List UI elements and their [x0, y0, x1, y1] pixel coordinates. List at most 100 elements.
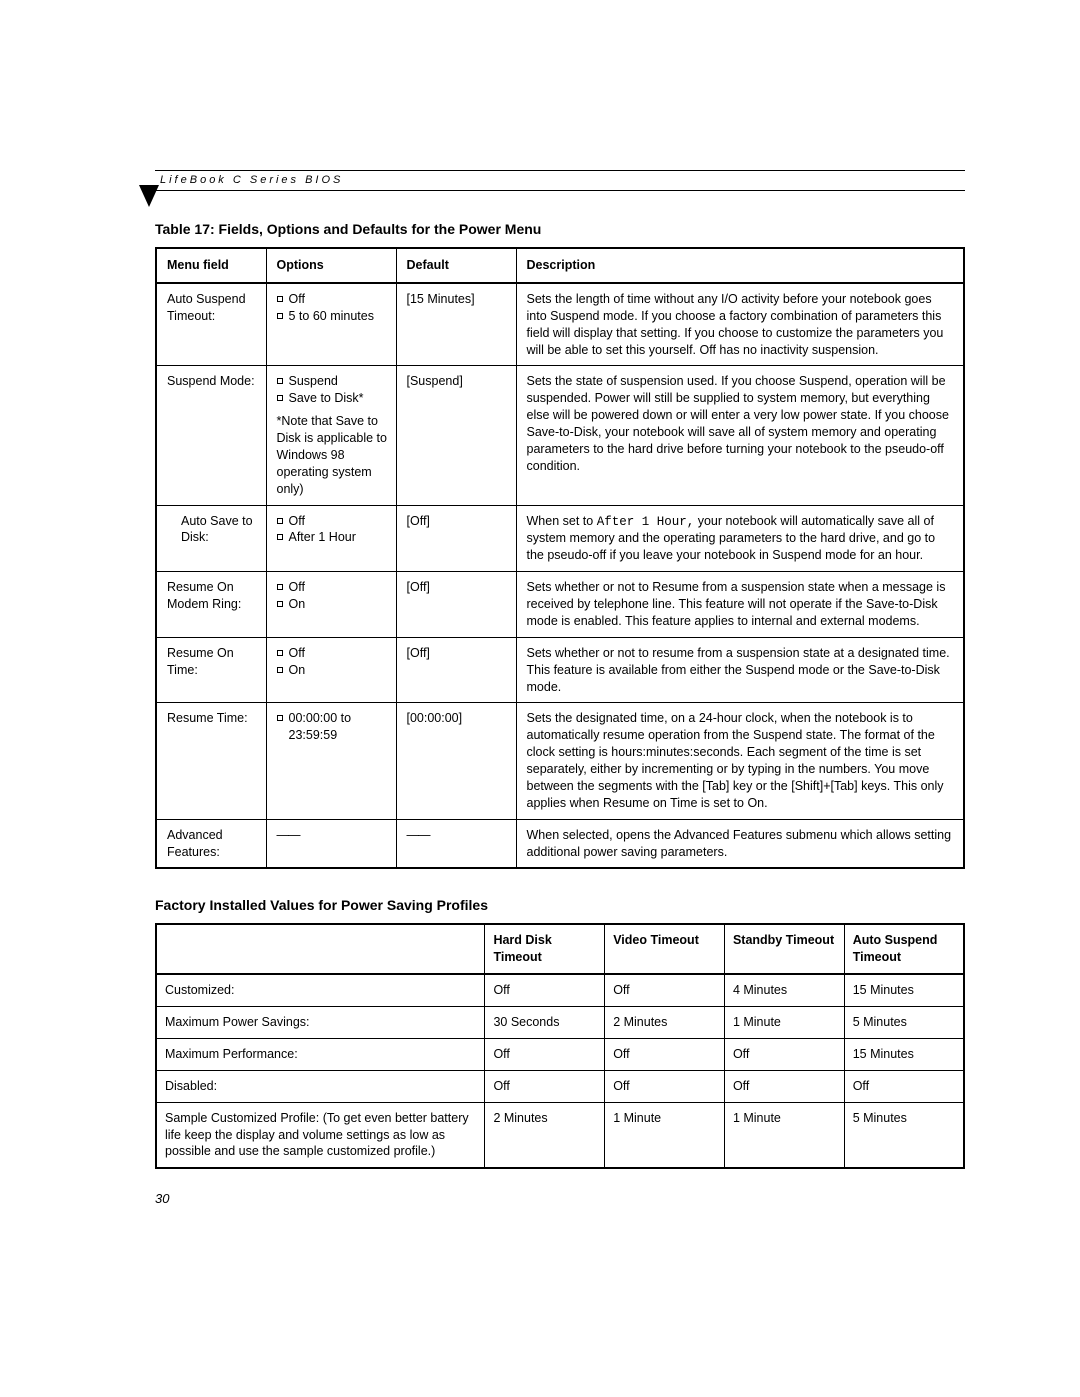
- table-row: Resume On Modem Ring: Off On [Off] Sets …: [156, 572, 964, 638]
- option-item: 00:00:00 to 23:59:59: [277, 710, 388, 744]
- th-options: Options: [266, 248, 396, 283]
- table-row: Auto Suspend Timeout: Off 5 to 60 minute…: [156, 283, 964, 366]
- option-item: On: [277, 596, 388, 613]
- cell-options: Off 5 to 60 minutes: [266, 283, 396, 366]
- cell-value: Off: [605, 974, 725, 1006]
- cell-value: 2 Minutes: [605, 1007, 725, 1039]
- header-rule-top: [155, 170, 965, 171]
- dash-icon: ——: [407, 828, 430, 842]
- cell-field: Auto Save to Disk:: [156, 505, 266, 572]
- cell-value: Off: [485, 1070, 605, 1102]
- option-item: Suspend: [277, 373, 388, 390]
- cell-profile-label: Customized:: [156, 974, 485, 1006]
- cell-value: 4 Minutes: [724, 974, 844, 1006]
- cell-field: Advanced Features:: [156, 819, 266, 868]
- cell-value: 15 Minutes: [844, 1038, 964, 1070]
- table1-caption: Table 17: Fields, Options and Defaults f…: [155, 221, 965, 237]
- desc-pre: When set to: [527, 514, 597, 528]
- cell-value: 1 Minute: [605, 1102, 725, 1168]
- cell-field: Resume On Time:: [156, 637, 266, 703]
- cell-value: 15 Minutes: [844, 974, 964, 1006]
- table-row: Resume On Time: Off On [Off] Sets whethe…: [156, 637, 964, 703]
- cell-field: Resume On Modem Ring:: [156, 572, 266, 638]
- table-row: Customized: Off Off 4 Minutes 15 Minutes: [156, 974, 964, 1006]
- cell-value: 5 Minutes: [844, 1007, 964, 1039]
- cell-value: 5 Minutes: [844, 1102, 964, 1168]
- cell-options: Off On: [266, 637, 396, 703]
- table1-header-row: Menu field Options Default Description: [156, 248, 964, 283]
- th-default: Default: [396, 248, 516, 283]
- option-item: Off: [277, 645, 388, 662]
- table-row: Auto Save to Disk: Off After 1 Hour [Off…: [156, 505, 964, 572]
- cell-value: 1 Minute: [724, 1007, 844, 1039]
- th-autosuspend: Auto Suspend Timeout: [844, 924, 964, 974]
- cell-options: Off After 1 Hour: [266, 505, 396, 572]
- cell-description: Sets whether or not to resume from a sus…: [516, 637, 964, 703]
- option-item: Off: [277, 579, 388, 596]
- cell-field: Suspend Mode:: [156, 366, 266, 505]
- option-item: Save to Disk*: [277, 390, 388, 407]
- cell-value: Off: [485, 1038, 605, 1070]
- table-row: Disabled: Off Off Off Off: [156, 1070, 964, 1102]
- option-item: On: [277, 662, 388, 679]
- th-standby: Standby Timeout: [724, 924, 844, 974]
- cell-value: 30 Seconds: [485, 1007, 605, 1039]
- option-item: After 1 Hour: [277, 529, 388, 546]
- table2-caption: Factory Installed Values for Power Savin…: [155, 897, 965, 913]
- cell-options: ——: [266, 819, 396, 868]
- cell-profile-label: Maximum Performance:: [156, 1038, 485, 1070]
- document-page: LifeBook C Series BIOS Table 17: Fields,…: [0, 0, 1080, 1266]
- header-rule-bottom: [155, 190, 965, 191]
- cell-default: ——: [396, 819, 516, 868]
- cell-default: [15 Minutes]: [396, 283, 516, 366]
- cell-value: Off: [605, 1038, 725, 1070]
- cell-description: When set to After 1 Hour, your notebook …: [516, 505, 964, 572]
- option-item: 5 to 60 minutes: [277, 308, 388, 325]
- cell-profile-label: Disabled:: [156, 1070, 485, 1102]
- power-menu-table: Menu field Options Default Description A…: [155, 247, 965, 869]
- table-row: Advanced Features: —— —— When selected, …: [156, 819, 964, 868]
- cell-options: Off On: [266, 572, 396, 638]
- profiles-table: Hard Disk Timeout Video Timeout Standby …: [155, 923, 965, 1169]
- cell-default: [Suspend]: [396, 366, 516, 505]
- table-row: Sample Customized Profile: (To get even …: [156, 1102, 964, 1168]
- cell-value: Off: [844, 1070, 964, 1102]
- cell-value: Off: [485, 974, 605, 1006]
- cell-options: Suspend Save to Disk* *Note that Save to…: [266, 366, 396, 505]
- desc-mono: After 1 Hour,: [597, 515, 695, 529]
- table-row: Resume Time: 00:00:00 to 23:59:59 [00:00…: [156, 703, 964, 819]
- th-video: Video Timeout: [605, 924, 725, 974]
- cell-default: [Off]: [396, 505, 516, 572]
- page-number: 30: [155, 1191, 965, 1206]
- th-hdd: Hard Disk Timeout: [485, 924, 605, 974]
- cell-value: 1 Minute: [724, 1102, 844, 1168]
- option-item: Off: [277, 291, 388, 308]
- th-description: Description: [516, 248, 964, 283]
- th-empty: [156, 924, 485, 974]
- dash-icon: ——: [277, 828, 300, 842]
- cell-profile-label: Sample Customized Profile: (To get even …: [156, 1102, 485, 1168]
- cell-value: 2 Minutes: [485, 1102, 605, 1168]
- cell-default: [00:00:00]: [396, 703, 516, 819]
- cell-value: Off: [605, 1070, 725, 1102]
- option-note: *Note that Save to Disk is applicable to…: [277, 413, 388, 497]
- table-row: Maximum Power Savings: 30 Seconds 2 Minu…: [156, 1007, 964, 1039]
- cell-field: Auto Suspend Timeout:: [156, 283, 266, 366]
- cell-description: Sets whether or not to Resume from a sus…: [516, 572, 964, 638]
- cell-description: When selected, opens the Advanced Featur…: [516, 819, 964, 868]
- cell-value: Off: [724, 1038, 844, 1070]
- table-row: Suspend Mode: Suspend Save to Disk* *Not…: [156, 366, 964, 505]
- running-header: LifeBook C Series BIOS: [160, 174, 965, 186]
- cell-description: Sets the length of time without any I/O …: [516, 283, 964, 366]
- table-row: Maximum Performance: Off Off Off 15 Minu…: [156, 1038, 964, 1070]
- cell-profile-label: Maximum Power Savings:: [156, 1007, 485, 1039]
- cell-options: 00:00:00 to 23:59:59: [266, 703, 396, 819]
- th-menu-field: Menu field: [156, 248, 266, 283]
- cell-description: Sets the designated time, on a 24-hour c…: [516, 703, 964, 819]
- cell-value: Off: [724, 1070, 844, 1102]
- cell-description: Sets the state of suspension used. If yo…: [516, 366, 964, 505]
- cell-default: [Off]: [396, 637, 516, 703]
- cell-field: Resume Time:: [156, 703, 266, 819]
- cell-default: [Off]: [396, 572, 516, 638]
- table2-header-row: Hard Disk Timeout Video Timeout Standby …: [156, 924, 964, 974]
